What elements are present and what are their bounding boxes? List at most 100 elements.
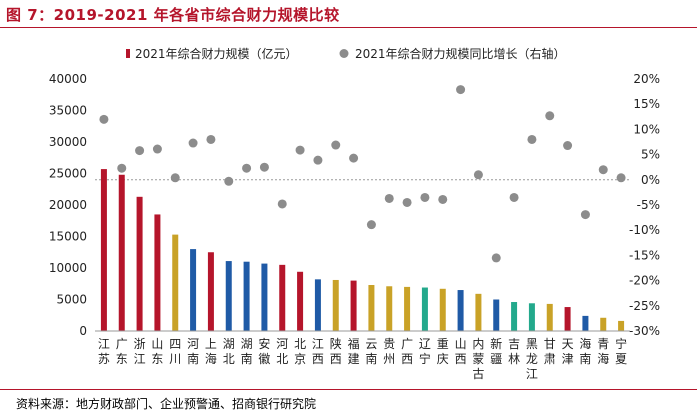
bar-青海 — [600, 317, 607, 331]
growth-dot-广西 — [402, 197, 412, 207]
bar-河南 — [190, 249, 197, 331]
growth-dot-吉林 — [509, 192, 519, 202]
left-tick-label: 35000 — [49, 104, 87, 118]
x-label-福建: 福建 — [348, 336, 360, 366]
growth-dot-重庆 — [438, 194, 448, 204]
left-tick-label: 30000 — [49, 135, 87, 149]
legend-dot-label: 2021年综合财力规模同比增长（右轴） — [355, 46, 566, 61]
growth-dot-贵州 — [384, 193, 394, 203]
right-tick-label: -25% — [629, 299, 660, 313]
x-label-贵州: 贵州 — [383, 337, 395, 366]
right-axis: -30% -25% -20% -15% -10% -5% 0% 5% 10% 15% 20% — [629, 72, 660, 338]
growth-dot-新疆 — [491, 253, 501, 263]
left-tick-label: 10000 — [49, 261, 87, 275]
growth-dot-北京 — [295, 145, 305, 155]
bar-series — [100, 169, 625, 331]
title-divider — [0, 27, 697, 28]
x-label-湖北: 湖北 — [223, 336, 235, 366]
growth-dot-四川 — [170, 173, 180, 183]
bar-甘肃 — [546, 303, 553, 331]
right-tick-label: 5% — [641, 148, 660, 162]
x-axis-labels: 江苏广东浙江山东四川河南上海湖北湖南安徽河北北京江西陕西福建云南贵州广西辽宁重庆… — [98, 336, 627, 381]
growth-dot-河北 — [277, 199, 287, 209]
growth-dot-福建 — [349, 153, 359, 163]
x-label-辽宁: 辽宁 — [419, 337, 431, 366]
x-label-甘肃: 甘肃 — [544, 337, 556, 366]
x-label-山西: 山西 — [455, 337, 467, 366]
left-tick-label: 15000 — [49, 230, 87, 244]
growth-dot-青海 — [598, 165, 608, 175]
x-label-江苏: 江苏 — [98, 337, 110, 366]
bar-内蒙古 — [475, 293, 482, 331]
growth-dot-山东 — [152, 144, 162, 154]
right-tick-label: 15% — [633, 97, 660, 111]
bar-海南 — [582, 315, 589, 331]
growth-dot-安徽 — [259, 162, 269, 172]
x-label-山东: 山东 — [151, 337, 163, 366]
bar-黑龙江 — [528, 303, 535, 331]
growth-dot-甘肃 — [545, 111, 555, 121]
x-label-吉林: 吉林 — [508, 337, 520, 366]
growth-dot-黑龙江 — [527, 134, 537, 144]
growth-dot-湖北 — [224, 176, 234, 186]
x-label-上海: 上海 — [205, 337, 217, 366]
bar-宁夏 — [618, 320, 625, 331]
x-label-黑龙江: 黑龙江 — [526, 337, 538, 381]
figure-title: 图 7：2019-2021 年各省市综合财力规模比较 — [6, 6, 340, 24]
right-tick-label: -30% — [629, 324, 660, 338]
bar-重庆 — [439, 288, 446, 331]
growth-dot-湖南 — [242, 163, 252, 173]
right-tick-label: 10% — [633, 122, 660, 136]
bar-上海 — [207, 252, 214, 331]
x-label-江西: 江西 — [312, 337, 324, 366]
bar-江西 — [314, 279, 321, 331]
growth-dot-陕西 — [331, 140, 341, 150]
x-label-宁夏: 宁夏 — [615, 336, 627, 366]
bar-安徽 — [261, 263, 268, 331]
bar-新疆 — [493, 299, 500, 331]
x-label-湖南: 湖南 — [241, 336, 253, 366]
right-tick-label: -15% — [629, 248, 660, 262]
x-label-天津: 天津 — [562, 337, 574, 366]
bar-广东 — [118, 174, 125, 331]
right-tick-label: 20% — [633, 72, 660, 86]
growth-dot-云南 — [366, 220, 376, 230]
legend-bar-swatch — [126, 49, 130, 58]
bar-福建 — [350, 280, 357, 331]
x-label-海南: 海南 — [579, 336, 591, 366]
x-label-内蒙古: 内蒙古 — [472, 337, 484, 381]
legend-dot-swatch — [339, 49, 349, 58]
bar-天津 — [564, 307, 571, 331]
right-tick-label: -5% — [637, 198, 660, 212]
bar-湖南 — [243, 261, 250, 331]
source-note: 资料来源：地方财政部门、企业预警通、招商银行研究院 — [16, 397, 317, 411]
bar-浙江 — [136, 196, 143, 331]
right-tick-label: 0% — [641, 173, 660, 187]
growth-dot-浙江 — [135, 146, 145, 156]
growth-dot-辽宁 — [420, 192, 430, 202]
x-label-陕西: 陕西 — [330, 336, 342, 366]
legend-bar-label: 2021年综合财力规模（亿元） — [135, 46, 298, 61]
growth-dot-广东 — [117, 163, 127, 173]
left-tick-label: 20000 — [49, 198, 87, 212]
growth-dot-江西 — [313, 155, 323, 165]
bar-湖北 — [225, 261, 232, 331]
bar-贵州 — [386, 286, 393, 331]
bar-云南 — [368, 285, 375, 331]
left-tick-label: 5000 — [56, 293, 87, 307]
x-label-浙江: 浙江 — [134, 337, 146, 366]
x-label-青海: 青海 — [597, 337, 609, 366]
growth-dot-山西 — [456, 85, 466, 95]
right-tick-label: -10% — [629, 223, 660, 237]
bar-山西 — [457, 290, 464, 331]
x-label-四川: 四川 — [169, 337, 181, 366]
x-label-重庆: 重庆 — [437, 337, 449, 366]
growth-dot-江苏 — [99, 114, 109, 124]
growth-dot-河南 — [188, 138, 198, 148]
x-label-河北: 河北 — [276, 337, 288, 366]
x-label-安徽: 安徽 — [258, 336, 270, 366]
left-axis: 0 5000 10000 15000 20000 25000 30000 35000 40000 — [49, 72, 87, 338]
bar-四川 — [172, 234, 179, 331]
left-tick-label: 25000 — [49, 167, 87, 181]
x-label-新疆: 新疆 — [490, 336, 502, 366]
